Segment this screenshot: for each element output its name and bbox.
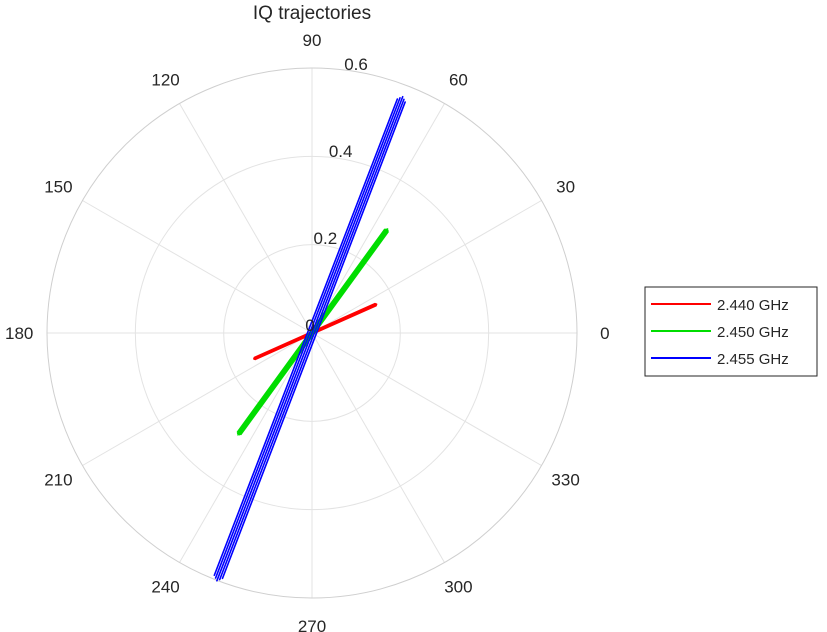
legend[interactable]: 2.440 GHz 2.450 GHz 2.455 GHz	[644, 286, 818, 377]
angle-tick-label: 300	[444, 578, 472, 597]
radial-gridline	[311, 103, 445, 334]
tick-labels: 0 30 60 90 120 150 180 210 240 270 300 330 0 0.2 0.4 0.…	[5, 31, 610, 632]
legend-label: 2.440 GHz	[717, 297, 789, 314]
radius-tick-label: 0.2	[314, 229, 338, 248]
radius-gridline	[223, 244, 401, 422]
radius-tick-label: 0.6	[344, 55, 368, 74]
angle-tick-label: 90	[303, 31, 322, 50]
series-layer	[213, 95, 406, 582]
radial-gridline	[311, 332, 445, 563]
legend-label: 2.450 GHz	[717, 324, 789, 341]
radius-tick-label: 0.4	[329, 142, 353, 161]
angle-tick-label: 150	[44, 178, 72, 197]
legend-label: 2.455 GHz	[717, 351, 789, 368]
radial-gridline	[82, 332, 313, 466]
angle-tick-label: 30	[556, 178, 575, 197]
radius-tick-label: 0	[305, 316, 314, 335]
trajectory-line	[218, 98, 405, 581]
radial-gridline	[311, 332, 542, 466]
angle-tick-label: 0	[600, 324, 609, 343]
angle-tick-label: 60	[449, 70, 468, 89]
angle-tick-label: 210	[44, 470, 72, 489]
angle-tick-label: 240	[151, 578, 179, 597]
radial-gridline	[311, 200, 542, 334]
chart-title: IQ trajectories	[253, 3, 371, 24]
angle-tick-label: 120	[151, 70, 179, 89]
angle-tick-label: 270	[298, 617, 326, 632]
radial-gridline	[179, 103, 313, 334]
radial-gridline	[179, 332, 313, 563]
trajectory-line	[213, 98, 399, 577]
series-trajectory	[213, 95, 406, 582]
trajectory-line	[216, 95, 404, 582]
trajectory-line	[221, 101, 406, 580]
trajectory-line	[214, 97, 401, 579]
angle-tick-label: 330	[551, 470, 579, 489]
outer-circle	[46, 67, 578, 599]
radius-gridline	[134, 155, 490, 511]
polar-grid	[46, 67, 578, 599]
radial-gridline	[82, 200, 313, 334]
angle-tick-label: 180	[5, 324, 33, 343]
